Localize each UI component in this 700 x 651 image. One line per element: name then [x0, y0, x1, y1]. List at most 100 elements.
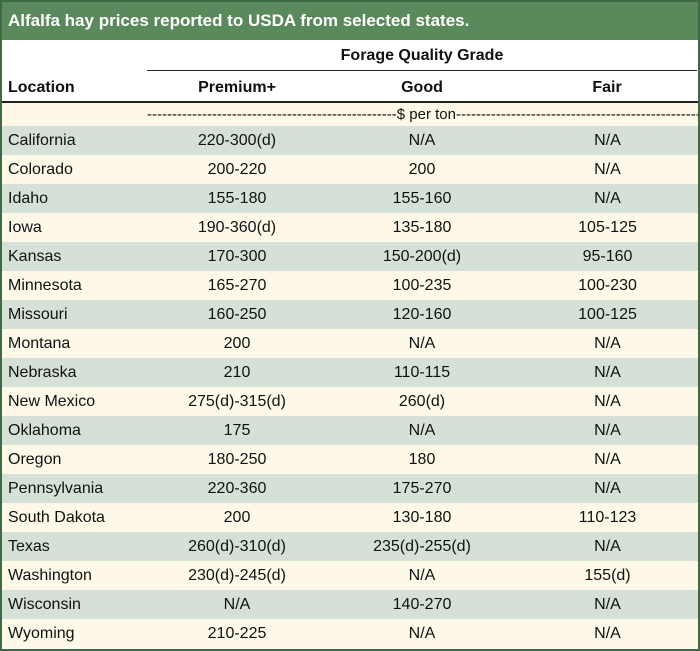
cell-premium: 190-360(d) — [197, 219, 277, 236]
cell-good: 100-235 — [392, 277, 452, 294]
cell-fair: 110-123 — [578, 509, 637, 526]
cell-fair: N/A — [594, 335, 621, 352]
column-header-good: Good — [401, 79, 443, 96]
cell-location: Oregon — [8, 451, 62, 468]
table-row: Wisconsin N/A 140-270 N/A — [2, 590, 698, 619]
cell-good: 135-180 — [392, 219, 452, 236]
table-row: Idaho 155-180 155-160 N/A — [2, 184, 698, 213]
cell-premium: 165-270 — [207, 277, 267, 294]
cell-fair: N/A — [594, 596, 621, 613]
cell-location: California — [8, 132, 76, 149]
cell-fair: N/A — [594, 393, 621, 410]
table-row: Missouri 160-250 120-160 100-125 — [2, 300, 698, 329]
units-label: ----------------------------------------… — [2, 103, 698, 126]
cell-fair: N/A — [594, 480, 621, 497]
cell-location: Wisconsin — [8, 596, 81, 613]
column-header-fair: Fair — [592, 79, 622, 96]
column-header-location: Location — [8, 79, 75, 96]
table-header: Forage Quality Grade Location Premium+ G… — [2, 40, 698, 103]
table-row: California 220-300(d) N/A N/A — [2, 126, 698, 155]
cell-good: N/A — [408, 625, 436, 642]
cell-location: Washington — [8, 567, 92, 584]
cell-premium: 275(d)-315(d) — [188, 393, 286, 410]
cell-fair: N/A — [594, 132, 621, 149]
cell-fair: N/A — [594, 364, 621, 381]
header-divider — [2, 101, 698, 103]
cell-good: 130-180 — [392, 509, 452, 526]
cell-premium: 170-300 — [207, 248, 267, 265]
table-row: Minnesota 165-270 100-235 100-230 — [2, 271, 698, 300]
cell-location: Minnesota — [8, 277, 82, 294]
table-row: Oregon 180-250 180 N/A — [2, 445, 698, 474]
table-body: California 220-300(d) N/A N/A Colorado 200-22… — [2, 126, 698, 648]
cell-good: N/A — [408, 422, 436, 439]
table-row: Montana 200 N/A N/A — [2, 329, 698, 358]
table-row: Oklahoma 175 N/A N/A — [2, 416, 698, 445]
cell-premium: 180-250 — [207, 451, 267, 468]
cell-fair: 95-160 — [582, 248, 633, 265]
table-row: Texas 260(d)-310(d) 235(d)-255(d) N/A — [2, 532, 698, 561]
table-row: South Dakota 200 130-180 110-123 — [2, 503, 698, 532]
cell-premium: 200 — [223, 335, 251, 352]
cell-fair: N/A — [594, 625, 621, 642]
cell-good: 120-160 — [392, 306, 452, 323]
cell-good: 180 — [408, 451, 436, 468]
cell-location: Montana — [8, 335, 71, 352]
cell-good: 200 — [408, 161, 436, 178]
forage-quality-grade-label: Forage Quality Grade — [340, 47, 504, 64]
cell-premium: 220-360 — [207, 480, 267, 497]
cell-good: 155-160 — [392, 190, 452, 207]
cell-fair: N/A — [594, 422, 621, 439]
cell-fair: N/A — [594, 161, 621, 178]
cell-location: Oklahoma — [8, 422, 81, 439]
cell-location: New Mexico — [8, 393, 96, 410]
cell-premium: 220-300(d) — [197, 132, 277, 149]
table-row: Wyoming 210-225 N/A N/A — [2, 619, 698, 648]
cell-good: N/A — [408, 335, 436, 352]
table-row: Washington 230(d)-245(d) N/A 155(d) — [2, 561, 698, 590]
cell-fair: N/A — [594, 190, 621, 207]
cell-premium: 230(d)-245(d) — [188, 567, 286, 584]
cell-fair: 155(d) — [584, 567, 631, 584]
cell-fair: N/A — [594, 538, 621, 555]
column-header-premium: Premium+ — [198, 79, 276, 96]
group-underline — [147, 70, 697, 71]
cell-good: N/A — [408, 132, 436, 149]
cell-location: Kansas — [8, 248, 62, 265]
cell-fair: 105-125 — [578, 219, 637, 236]
cell-premium: 260(d)-310(d) — [188, 538, 286, 555]
cell-location: Pennsylvania — [8, 480, 104, 497]
table-row: Pennsylvania 220-360 175-270 N/A — [2, 474, 698, 503]
cell-location: Wyoming — [8, 625, 75, 642]
cell-good: 140-270 — [392, 596, 452, 613]
table-row: Nebraska 210 110-115 N/A — [2, 358, 698, 387]
table-row: Colorado 200-220 200 N/A — [2, 155, 698, 184]
cell-fair: 100-230 — [578, 277, 637, 294]
cell-premium: 160-250 — [207, 306, 267, 323]
cell-premium: 210 — [223, 364, 251, 381]
table-row: Kansas 170-300 150-200(d) 95-160 — [2, 242, 698, 271]
cell-fair: N/A — [594, 451, 621, 468]
table-row: New Mexico 275(d)-315(d) 260(d) N/A — [2, 387, 698, 416]
cell-location: South Dakota — [8, 509, 105, 526]
cell-location: Nebraska — [8, 364, 77, 381]
cell-good: 260(d) — [398, 393, 446, 410]
cell-location: Colorado — [8, 161, 73, 178]
table-title: Alfalfa hay prices reported to USDA from… — [2, 2, 698, 40]
cell-good: 175-270 — [392, 480, 452, 497]
cell-good: N/A — [408, 567, 436, 584]
cell-premium: 200-220 — [207, 161, 267, 178]
cell-premium: N/A — [223, 596, 251, 613]
cell-premium: 175 — [223, 422, 251, 439]
table-row: Iowa 190-360(d) 135-180 105-125 — [2, 213, 698, 242]
cell-good: 110-115 — [393, 364, 451, 381]
cell-good: 150-200(d) — [382, 248, 462, 265]
cell-location: Idaho — [8, 190, 49, 207]
cell-premium: 155-180 — [207, 190, 267, 207]
cell-fair: 100-125 — [578, 306, 637, 323]
cell-location: Texas — [8, 538, 50, 555]
cell-premium: 200 — [223, 509, 251, 526]
cell-location: Missouri — [8, 306, 68, 323]
cell-good: 235(d)-255(d) — [373, 538, 471, 555]
